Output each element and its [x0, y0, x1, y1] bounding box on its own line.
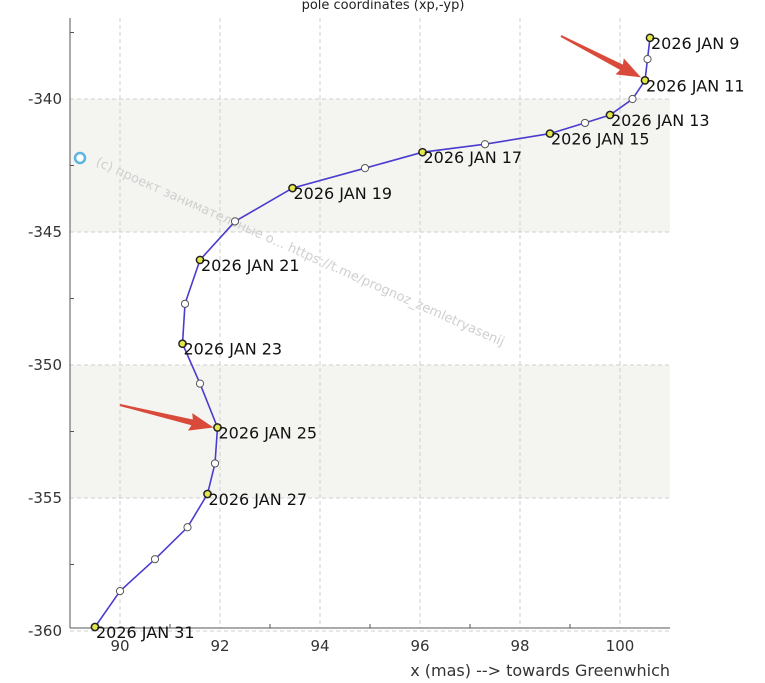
y-tick-label: -360	[28, 622, 62, 640]
date-label: 2026 JAN 25	[219, 424, 318, 443]
shaded-band-1	[70, 99, 670, 232]
date-label: 2026 JAN 9	[651, 34, 739, 53]
intermediate-point	[195, 379, 205, 388]
x-tick-label: 100	[606, 637, 635, 655]
point-markers	[90, 33, 655, 632]
annotation-arrows	[119, 35, 641, 431]
intermediate-point	[360, 164, 370, 173]
x-tick-label: 96	[410, 637, 429, 655]
date-label: 2026 JAN 21	[201, 256, 300, 275]
location-dot-icon	[73, 151, 87, 165]
intermediate-point	[210, 459, 220, 468]
intermediate-point	[150, 555, 160, 564]
y-tick-label: -345	[28, 223, 62, 241]
labeled-point	[645, 33, 655, 43]
y-tick-label: -340	[28, 90, 62, 108]
date-label: 2026 JAN 23	[184, 340, 283, 359]
date-label: 2026 JAN 31	[96, 623, 195, 642]
red-arrow-icon	[560, 35, 641, 78]
y-tick-label: -350	[28, 356, 62, 374]
intermediate-point	[230, 217, 240, 226]
date-label: 2026 JAN 15	[551, 130, 650, 149]
x-tick-label: 92	[210, 637, 229, 655]
date-label: 2026 JAN 13	[611, 111, 710, 130]
labeled-point	[203, 489, 212, 499]
x-tick-label: 90	[110, 637, 129, 655]
intermediate-point	[180, 299, 190, 308]
labeled-point	[213, 423, 222, 432]
chart-title: pole coordinates (xp,-yp)	[302, 0, 465, 13]
labeled-point	[418, 147, 427, 157]
x-tick-label: 94	[310, 637, 329, 655]
labeled-point	[178, 339, 187, 349]
y-tick-label: -355	[28, 489, 62, 507]
shaded-band-2	[70, 365, 670, 498]
intermediate-point	[580, 118, 590, 128]
arrow-shape	[119, 404, 214, 431]
labeled-point	[288, 183, 297, 193]
arrow-shape	[560, 35, 641, 78]
labeled-point	[640, 76, 650, 85]
background-bands	[70, 99, 670, 498]
y-tick-labels: -340 -345 -350 -355 -360	[28, 90, 62, 640]
x-tick-label: 98	[510, 637, 529, 655]
date-label: 2026 JAN 11	[646, 76, 745, 95]
intermediate-point	[183, 523, 192, 532]
x-axis-title: x (mas) --> towards Greenwhich	[410, 661, 670, 680]
date-label: 2026 JAN 27	[209, 490, 308, 509]
date-label: 2026 JAN 17	[424, 148, 523, 167]
labeled-point	[605, 110, 615, 120]
labeled-point	[90, 622, 100, 632]
x-tick-labels: 90 92 94 96 98 100	[110, 637, 634, 655]
labeled-point	[545, 129, 555, 138]
intermediate-point	[480, 140, 490, 149]
intermediate-point	[628, 94, 637, 104]
grid-lines	[70, 18, 670, 632]
intermediate-point	[643, 55, 652, 64]
date-label: 2026 JAN 19	[294, 184, 393, 203]
intermediate-point	[115, 587, 125, 596]
axes	[69, 18, 670, 629]
labeled-point	[195, 255, 205, 265]
red-arrow-icon	[119, 404, 214, 431]
